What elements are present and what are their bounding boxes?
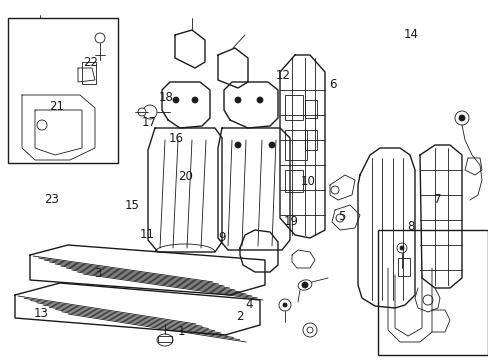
Text: 7: 7 — [433, 193, 441, 206]
Bar — [305, 100, 316, 118]
Text: 20: 20 — [178, 170, 193, 183]
Text: 8: 8 — [406, 220, 414, 233]
Ellipse shape — [257, 97, 263, 103]
Text: 1: 1 — [177, 325, 184, 338]
Text: 18: 18 — [159, 91, 173, 104]
Ellipse shape — [235, 97, 241, 103]
Text: 19: 19 — [283, 215, 298, 228]
Ellipse shape — [173, 97, 179, 103]
Ellipse shape — [302, 282, 307, 288]
Text: 2: 2 — [235, 310, 243, 323]
Ellipse shape — [95, 33, 105, 43]
Text: 13: 13 — [34, 307, 49, 320]
Text: 17: 17 — [142, 116, 156, 129]
Ellipse shape — [268, 142, 274, 148]
Text: 9: 9 — [218, 231, 226, 244]
Ellipse shape — [458, 115, 464, 121]
Text: 5: 5 — [338, 210, 346, 222]
Bar — [8, 18, 118, 163]
Text: 22: 22 — [83, 57, 98, 69]
Bar — [285, 170, 303, 192]
Text: 12: 12 — [276, 69, 290, 82]
Text: 23: 23 — [44, 193, 59, 206]
Text: 14: 14 — [403, 28, 417, 41]
Ellipse shape — [192, 97, 198, 103]
Ellipse shape — [399, 246, 403, 250]
Ellipse shape — [157, 334, 173, 346]
Bar — [82, 62, 96, 84]
Bar — [285, 130, 306, 160]
Bar — [285, 95, 303, 120]
Ellipse shape — [138, 108, 146, 116]
Text: 6: 6 — [328, 78, 336, 91]
Text: 21: 21 — [49, 100, 63, 113]
Text: 4: 4 — [245, 298, 253, 311]
Text: 15: 15 — [124, 199, 139, 212]
Text: 3: 3 — [94, 267, 102, 280]
Bar — [305, 130, 316, 150]
Bar — [377, 230, 487, 355]
Bar — [397, 258, 409, 276]
Text: 10: 10 — [300, 175, 315, 188]
Text: 16: 16 — [168, 132, 183, 145]
Ellipse shape — [235, 142, 241, 148]
Text: 11: 11 — [139, 228, 154, 240]
Ellipse shape — [283, 303, 286, 307]
